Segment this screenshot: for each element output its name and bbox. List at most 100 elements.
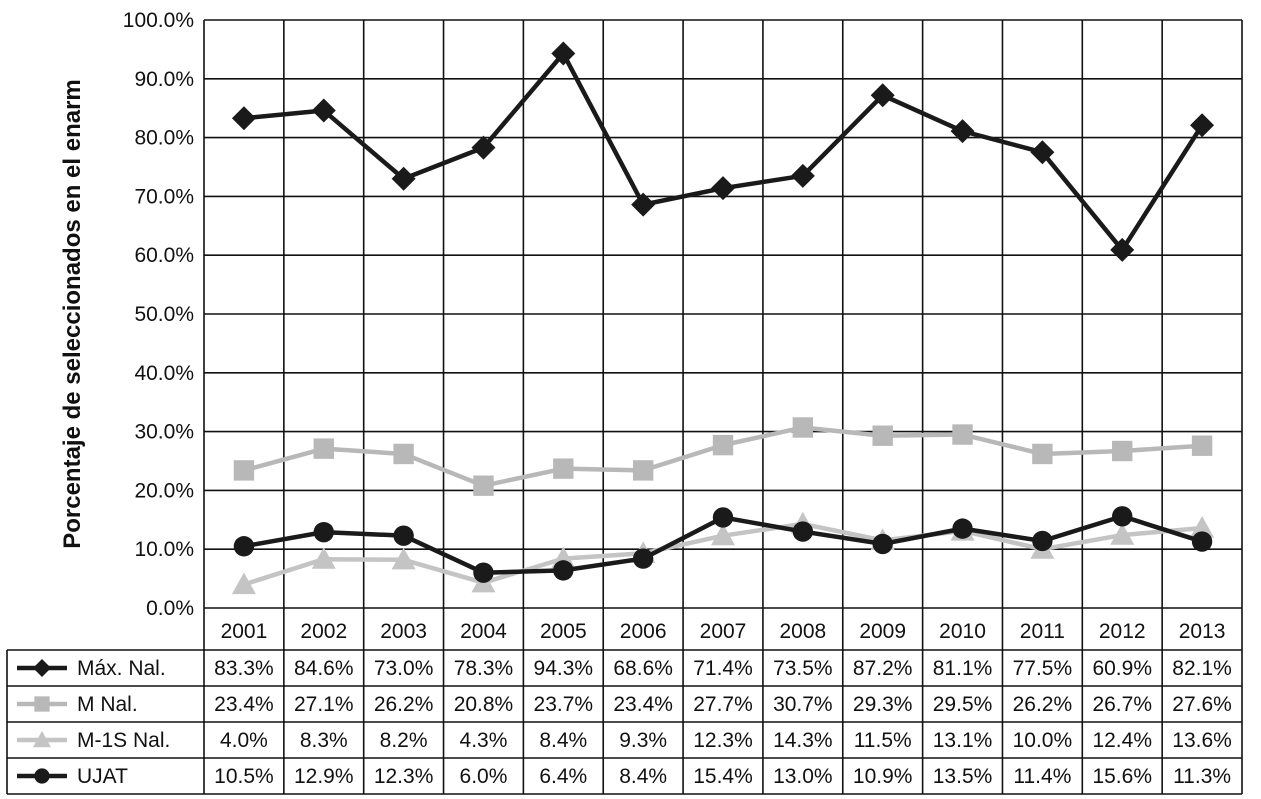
data-point [632, 460, 654, 481]
table-cell: 23.4% [214, 693, 274, 716]
data-point [1190, 516, 1215, 538]
table-cell: 68.6% [613, 657, 673, 680]
x-tick-label: 2009 [859, 620, 906, 643]
series-m-x-nal [231, 41, 1215, 262]
data-point [632, 548, 654, 569]
x-tick-label: 2002 [300, 620, 347, 643]
y-tick-labels: 0.0% 10.0% 20.0% 30.0% 40.0% 50.0% 60.0% 70.0% 8… [123, 9, 194, 620]
table-cell: 10.0% [1013, 729, 1073, 752]
table-cell: 13.6% [1172, 729, 1232, 752]
table-cell: 27.1% [294, 693, 354, 716]
data-point [711, 523, 735, 546]
data-point [1110, 237, 1135, 262]
table-cell: 26.2% [1013, 693, 1073, 716]
table-cell: 12.9% [294, 765, 354, 788]
table-cell: 8.2% [380, 729, 428, 752]
data-point [1190, 113, 1215, 138]
data-point [952, 424, 973, 445]
x-tick-label: 2008 [779, 620, 826, 643]
table-cell: 11.4% [1013, 765, 1071, 788]
data-point [473, 475, 494, 496]
table-cell: 81.1% [933, 657, 993, 680]
data-point [473, 562, 494, 583]
data-point [792, 521, 814, 542]
table-cell: 15.6% [1092, 765, 1152, 788]
data-point [1112, 506, 1133, 527]
y-axis-label: Porcentaje de seleccionados en el enarm [59, 79, 86, 549]
data-point [231, 106, 256, 131]
data-point [231, 572, 256, 595]
y-tick-label: 90.0% [134, 68, 194, 91]
data-point [631, 192, 656, 217]
table-cell: 12.3% [374, 765, 434, 788]
table-cell: 12.4% [1092, 729, 1152, 752]
data-point [950, 119, 975, 144]
data-point [792, 417, 814, 438]
legend-label: M Nal. [77, 693, 138, 716]
table-cell: 78.3% [454, 657, 514, 680]
data-point [393, 525, 414, 546]
legend-marker [33, 731, 51, 748]
x-tick-label: 2006 [620, 620, 667, 643]
y-tick-label: 60.0% [134, 244, 194, 267]
grid-layer [203, 19, 1243, 650]
data-point [1030, 140, 1055, 165]
data-point [233, 536, 255, 557]
table-cell: 29.3% [853, 693, 913, 716]
y-tick-label: 30.0% [134, 421, 194, 444]
table-cell: 15.4% [693, 765, 753, 788]
table-cell: 8.4% [539, 729, 587, 752]
table-cell: 13.5% [933, 765, 993, 788]
table-cell: 30.7% [773, 693, 833, 716]
data-point [391, 166, 416, 191]
legend-marker [34, 768, 50, 784]
y-tick-label: 100.0% [123, 9, 194, 32]
table-cell: 4.3% [460, 729, 508, 752]
table-cell: 84.6% [294, 657, 354, 680]
table-cell: 8.3% [300, 729, 348, 752]
y-tick-label: 70.0% [134, 185, 194, 208]
legend-label: UJAT [77, 765, 128, 788]
table-cell: 10.5% [214, 765, 274, 788]
x-tick-label: 2001 [221, 620, 268, 643]
legend-label: M-1S Nal. [77, 729, 170, 752]
y-tick-label: 0.0% [146, 597, 194, 620]
data-point [233, 460, 255, 481]
data-point [311, 547, 336, 569]
data-point [311, 98, 336, 123]
y-tick-label: 50.0% [134, 303, 194, 326]
table-cell: 71.4% [693, 657, 753, 680]
x-tick-label: 2004 [460, 620, 507, 643]
table-cell: 10.9% [853, 765, 913, 788]
legend-marker [34, 696, 50, 712]
data-point [872, 533, 893, 555]
legend-label: Máx. Nal. [77, 657, 166, 680]
y-tick-label: 10.0% [134, 538, 194, 561]
data-point [391, 547, 416, 570]
series-line [243, 51, 1204, 253]
table-cell: 13.0% [773, 765, 833, 788]
table-cell: 83.3% [214, 657, 274, 680]
table-cell: 27.6% [1172, 693, 1232, 716]
data-point [1191, 531, 1213, 552]
data-point [471, 135, 496, 160]
x-tick-label: 2012 [1099, 620, 1146, 643]
y-tick-label: 80.0% [134, 127, 194, 150]
table-cell: 11.3% [1173, 765, 1231, 788]
data-point [872, 425, 893, 446]
table-cell: 11.5% [854, 729, 912, 752]
table-cell: 4.0% [220, 729, 268, 752]
data-point [313, 521, 334, 543]
data-point [711, 176, 735, 201]
x-tick-label: 2005 [540, 620, 587, 643]
table-cell: 73.0% [374, 657, 434, 680]
table-cell: 12.3% [693, 729, 753, 752]
data-point [952, 518, 973, 539]
table-cell: 20.8% [454, 693, 514, 716]
x-tick-label: 2003 [380, 620, 427, 643]
y-tick-label: 40.0% [134, 362, 194, 385]
data-point [790, 163, 815, 188]
data-point [1110, 523, 1135, 545]
data-point [712, 434, 734, 456]
